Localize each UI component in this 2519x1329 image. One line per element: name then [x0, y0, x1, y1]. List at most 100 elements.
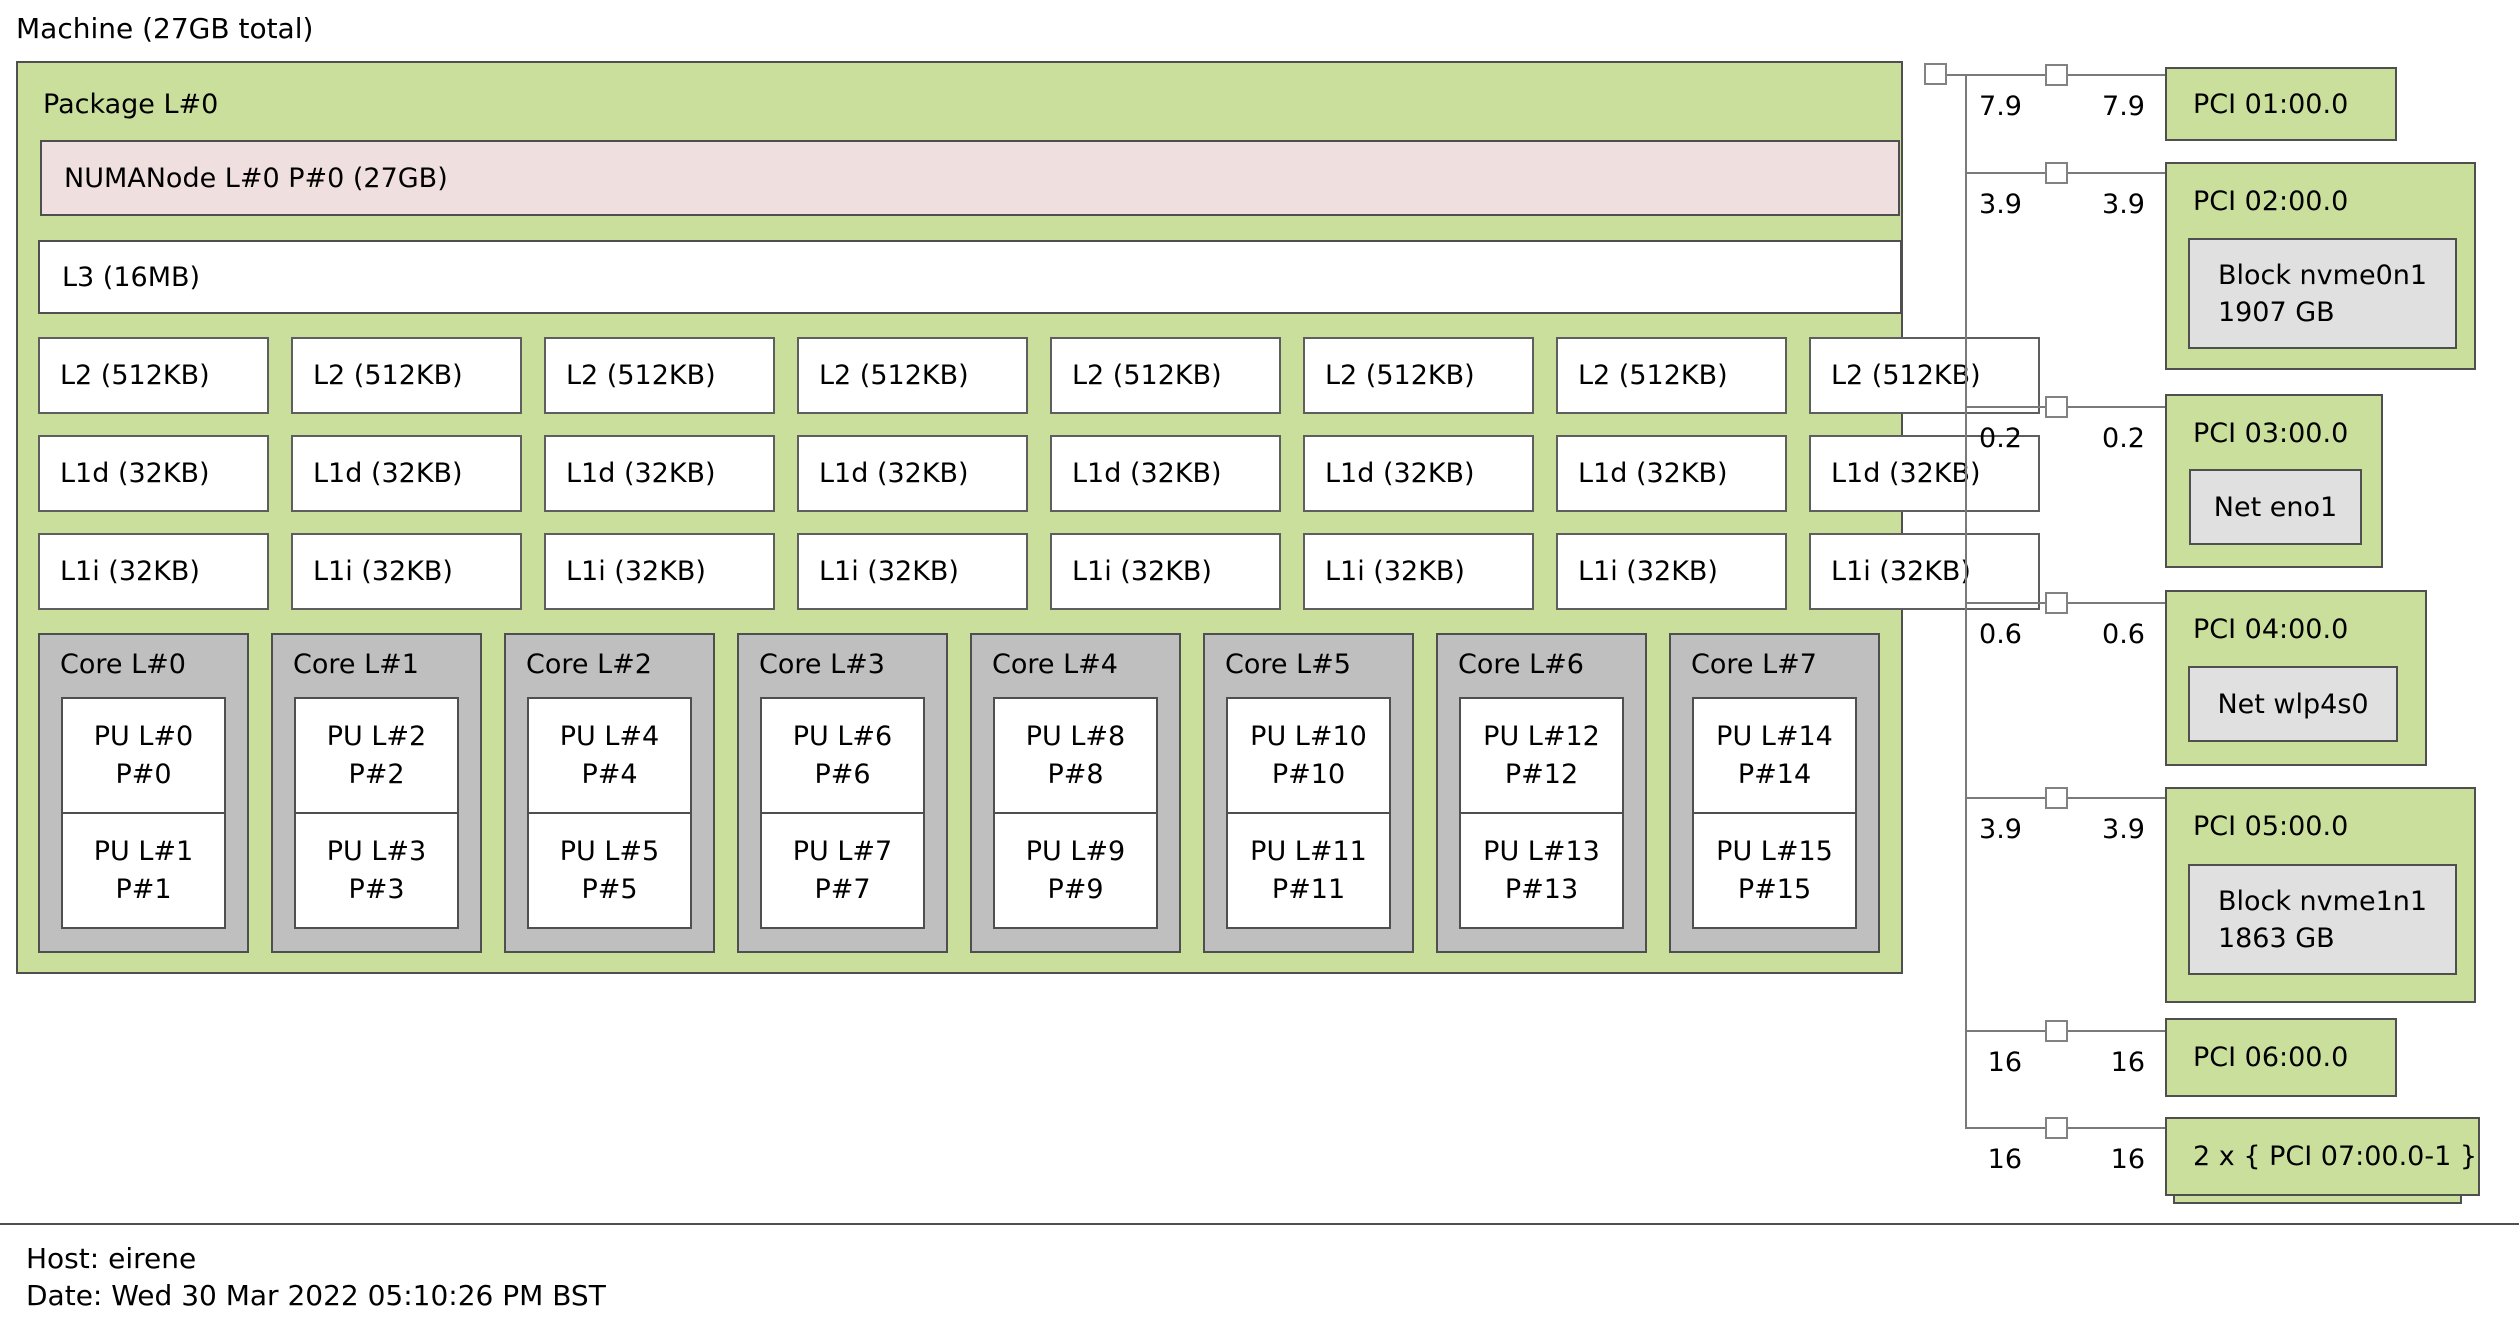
- numanode-box: NUMANode L#0 P#0 (27GB): [40, 140, 1900, 216]
- pu-logical-label: PU L#8: [1025, 720, 1126, 752]
- core-label: Core L#4: [992, 649, 1118, 680]
- link-speed-up: 3.9: [1979, 189, 2022, 220]
- numanode-label: NUMANode L#0 P#0 (27GB): [64, 162, 448, 194]
- core-box: Core L#2 PU L#4 P#4 PU L#5 P#5: [504, 633, 715, 953]
- pu-box: PU L#6 P#6: [760, 697, 925, 814]
- l2-cache-box: L2 (512KB): [797, 337, 1028, 414]
- pu-physical-label: P#4: [581, 758, 638, 790]
- core-box: Core L#6 PU L#12 P#12 PU L#13 P#13: [1436, 633, 1647, 953]
- l2-cache-box: L2 (512KB): [38, 337, 269, 414]
- net-device-name: Net wlp4s0: [2217, 688, 2369, 720]
- l1d-cache-box: L1d (32KB): [544, 435, 775, 512]
- l1i-cache-row: L1i (32KB) L1i (32KB) L1i (32KB) L1i (32…: [38, 533, 2040, 610]
- l1i-cache-box: L1i (32KB): [1809, 533, 2040, 610]
- link-speed-down: 3.9: [2102, 189, 2145, 220]
- core-label: Core L#0: [60, 649, 186, 680]
- pu-box: PU L#7 P#7: [760, 812, 925, 929]
- l2-cache-row: L2 (512KB) L2 (512KB) L2 (512KB) L2 (512…: [38, 337, 2040, 414]
- package-label: Package L#0: [43, 89, 219, 120]
- pci-device-box: PCI 02:00.0 Block nvme0n1 1907 GB: [2165, 162, 2476, 370]
- pu-box: PU L#14 P#14: [1692, 697, 1857, 814]
- pu-logical-label: PU L#11: [1250, 835, 1367, 867]
- core-label: Core L#7: [1691, 649, 1817, 680]
- net-device-box: Net wlp4s0: [2188, 666, 2398, 742]
- pu-physical-label: P#13: [1504, 873, 1579, 905]
- link-speed-up: 3.9: [1979, 814, 2022, 845]
- pci-device-box: PCI 06:00.0: [2165, 1018, 2397, 1097]
- pu-physical-label: P#7: [814, 873, 871, 905]
- pu-logical-label: PU L#15: [1716, 835, 1833, 867]
- pu-box: PU L#13 P#13: [1459, 812, 1624, 929]
- pci-bridge-square: [2045, 396, 2068, 418]
- core-box: Core L#7 PU L#14 P#14 PU L#15 P#15: [1669, 633, 1880, 953]
- pu-box: PU L#1 P#1: [61, 812, 226, 929]
- pu-logical-label: PU L#2: [326, 720, 427, 752]
- pu-logical-label: PU L#9: [1025, 835, 1126, 867]
- net-device-name: Net eno1: [2213, 491, 2338, 523]
- block-device-name: Block nvme0n1 1907 GB: [2218, 257, 2427, 331]
- l1d-cache-box: L1d (32KB): [1303, 435, 1534, 512]
- pu-box: PU L#10 P#10: [1226, 697, 1391, 814]
- l1i-cache-box: L1i (32KB): [797, 533, 1028, 610]
- pci-bridge-square: [2045, 1117, 2068, 1139]
- core-box: Core L#3 PU L#6 P#6 PU L#7 P#7: [737, 633, 948, 953]
- pu-physical-label: P#5: [581, 873, 638, 905]
- pu-physical-label: P#3: [348, 873, 405, 905]
- pu-logical-label: PU L#3: [326, 835, 427, 867]
- link-speed-down: 16: [2110, 1047, 2145, 1078]
- link-speed-down: 0.2: [2102, 423, 2145, 454]
- l1i-cache-box: L1i (32KB): [544, 533, 775, 610]
- pci-device-label: 2 x { PCI 07:00.0-1 }: [2193, 1141, 2478, 1172]
- pu-logical-label: PU L#5: [559, 835, 660, 867]
- pu-physical-label: P#1: [115, 873, 172, 905]
- pci-device-box: PCI 04:00.0 Net wlp4s0: [2165, 590, 2427, 766]
- pu-box: PU L#15 P#15: [1692, 812, 1857, 929]
- l1d-cache-row: L1d (32KB) L1d (32KB) L1d (32KB) L1d (32…: [38, 435, 2040, 512]
- block-device-size: 1907 GB: [2217, 296, 2335, 328]
- hostbridge-square: [1924, 63, 1947, 85]
- link-speed-up: 0.2: [1979, 423, 2022, 454]
- l2-cache-box: L2 (512KB): [1556, 337, 1787, 414]
- l3-cache-box: L3 (16MB): [38, 240, 1902, 314]
- pci-device-label: PCI 05:00.0: [2193, 811, 2349, 842]
- core-label: Core L#5: [1225, 649, 1351, 680]
- l2-cache-box: L2 (512KB): [544, 337, 775, 414]
- pu-stack: PU L#14 P#14 PU L#15 P#15: [1692, 697, 1857, 929]
- block-device-box: Block nvme0n1 1907 GB: [2188, 238, 2457, 349]
- package-box: Package L#0 NUMANode L#0 P#0 (27GB) L3 (…: [16, 61, 2040, 974]
- pci-device-label: PCI 04:00.0: [2193, 614, 2349, 645]
- block-device-line: Block nvme0n1: [2217, 259, 2428, 291]
- pu-logical-label: PU L#4: [559, 720, 660, 752]
- pu-physical-label: P#10: [1271, 758, 1346, 790]
- block-device-line: Block nvme1n1: [2217, 885, 2428, 917]
- pu-stack: PU L#10 P#10 PU L#11 P#11: [1226, 697, 1391, 929]
- l1i-cache-box: L1i (32KB): [1556, 533, 1787, 610]
- pu-physical-label: P#14: [1737, 758, 1812, 790]
- pu-box: PU L#12 P#12: [1459, 697, 1624, 814]
- pu-box: PU L#4 P#4: [527, 697, 692, 814]
- link-speed-down: 16: [2110, 1144, 2145, 1175]
- l1d-cache-box: L1d (32KB): [1050, 435, 1281, 512]
- core-box: Core L#4 PU L#8 P#8 PU L#9 P#9: [970, 633, 1181, 953]
- pu-physical-label: P#8: [1047, 758, 1104, 790]
- pu-stack: PU L#6 P#6 PU L#7 P#7: [760, 697, 925, 929]
- pu-box: PU L#3 P#3: [294, 812, 459, 929]
- block-device-name: Block nvme1n1 1863 GB: [2218, 883, 2427, 957]
- pci-trunk-line: [1965, 74, 1967, 1129]
- pci-device-box: 2 x { PCI 07:00.0-1 }: [2165, 1117, 2480, 1196]
- net-device-box: Net eno1: [2189, 469, 2362, 545]
- l1i-cache-box: L1i (32KB): [291, 533, 522, 610]
- pu-stack: PU L#2 P#2 PU L#3 P#3: [294, 697, 459, 929]
- l1i-cache-box: L1i (32KB): [1303, 533, 1534, 610]
- l2-cache-box: L2 (512KB): [291, 337, 522, 414]
- link-speed-up: 16: [1987, 1144, 2022, 1175]
- l1d-cache-box: L1d (32KB): [291, 435, 522, 512]
- pci-device-label: PCI 03:00.0: [2193, 418, 2349, 449]
- core-label: Core L#3: [759, 649, 885, 680]
- pci-device-label: PCI 01:00.0: [2193, 88, 2349, 120]
- machine-label: Machine (27GB total): [16, 12, 314, 45]
- core-box: Core L#0 PU L#0 P#0 PU L#1 P#1: [38, 633, 249, 953]
- pu-box: PU L#2 P#2: [294, 697, 459, 814]
- link-speed-up: 16: [1987, 1047, 2022, 1078]
- pu-box: PU L#9 P#9: [993, 812, 1158, 929]
